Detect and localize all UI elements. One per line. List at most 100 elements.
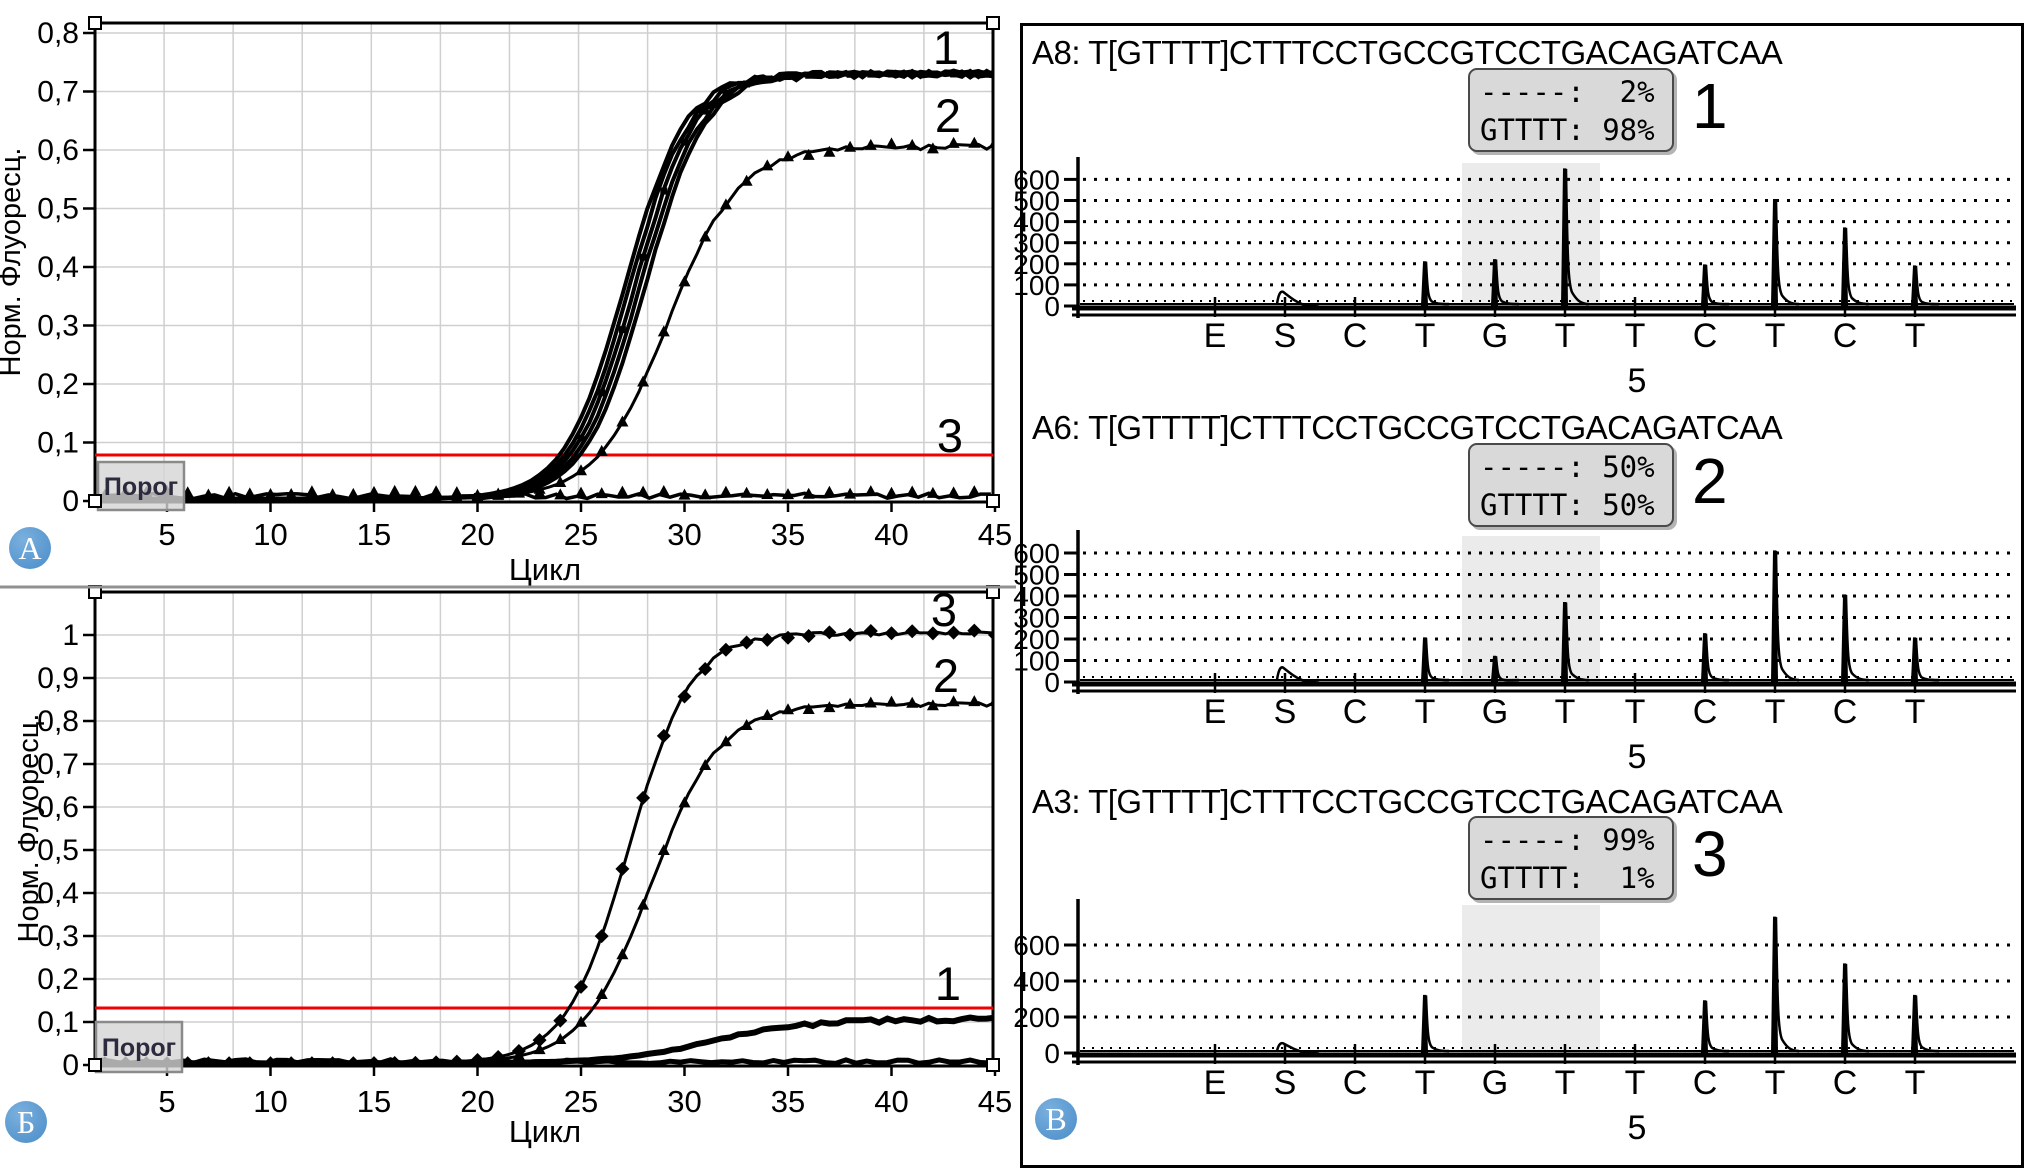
pyro-y-tick-label: 0 — [1044, 291, 1060, 322]
marker-diamond — [801, 628, 816, 643]
marker-diamond — [884, 626, 899, 641]
threshold-label[interactable]: Порог — [102, 1034, 176, 1062]
marker-square — [763, 75, 771, 83]
substrate-peak — [1275, 1041, 1320, 1054]
threshold-label-box[interactable] — [96, 460, 186, 512]
x-tick-label: 10 — [253, 1084, 287, 1119]
dispensation-letter: T — [1415, 317, 1436, 355]
peak-tail — [1844, 594, 1870, 682]
amplification-curve-1 — [100, 69, 993, 501]
y-tick-label: 0 — [62, 485, 79, 518]
y-tick-label: 0,2 — [37, 368, 79, 401]
dispensation-letter: T — [1765, 1064, 1786, 1102]
selection-handle[interactable] — [88, 494, 102, 508]
peak-tail — [1494, 656, 1520, 682]
marker-square — [929, 70, 937, 78]
marker-diamond — [594, 929, 609, 944]
allele-line-ins: GTTTT: 1% — [1480, 861, 1655, 895]
dispensation-letter: G — [1482, 317, 1508, 355]
sequence-header-a3: A3: T[GTTTT]CTTTCCTGCCGTCCTGACAGATCAA — [1032, 783, 1783, 820]
allele-frequency-box-3: -----: 99% GTTTT: 1% — [1468, 816, 1674, 900]
peak-tail — [1494, 259, 1520, 306]
marker-triangle — [823, 145, 836, 157]
marker-square — [950, 70, 958, 78]
marker-triangle — [554, 475, 567, 487]
marker-triangle — [864, 696, 877, 708]
peak-tail — [1774, 917, 1800, 1053]
curve-number-label: 1 — [933, 21, 959, 74]
marker-triangle — [885, 695, 898, 707]
y-tick-label: 1 — [62, 619, 79, 652]
selection-handle[interactable] — [88, 16, 102, 30]
dispensation-letter: C — [1343, 693, 1368, 731]
marker-triangle — [243, 487, 256, 499]
marker-triangle — [947, 695, 960, 707]
marker-triangle — [637, 485, 650, 497]
threshold-label-box[interactable] — [94, 1020, 184, 1074]
marker-triangle — [450, 486, 463, 498]
selection-handle[interactable] — [88, 1058, 102, 1072]
curve-number-label: 2 — [933, 649, 959, 702]
selection-handle[interactable] — [986, 1058, 1000, 1072]
dispensation-letter: C — [1693, 1064, 1718, 1102]
threshold-label[interactable]: Порог — [104, 473, 178, 501]
peak-tail — [1704, 1000, 1730, 1053]
dispensation-letter: C — [1833, 1064, 1858, 1102]
dispensation-letter: T — [1905, 317, 1926, 355]
marker-triangle — [305, 485, 318, 497]
curve-number-label: 2 — [935, 89, 961, 142]
marker-triangle — [657, 485, 670, 497]
dispensation-letter: S — [1274, 1064, 1297, 1102]
marker-diamond — [615, 861, 630, 876]
marker-square — [660, 187, 668, 195]
sample-number-1: 1 — [1692, 70, 1728, 142]
y-tick-label: 0,7 — [37, 748, 79, 781]
peak-tail — [1424, 637, 1450, 682]
marker-triangle — [512, 1048, 525, 1060]
marker-diamond — [636, 790, 651, 805]
panel-badge-a: А — [9, 527, 51, 569]
marker-triangle — [906, 485, 919, 497]
marker-square — [908, 70, 916, 78]
plot-border — [93, 590, 995, 1068]
x-tick-label: 30 — [667, 517, 701, 552]
amplification-curve-1 — [100, 68, 993, 501]
marker-triangle — [906, 138, 919, 150]
peak-tail — [1914, 265, 1940, 306]
allele-line-ins: GTTTT: 50% — [1480, 488, 1655, 522]
y-tick-label: 0,4 — [37, 251, 79, 284]
pyrogram-panel-frame — [1020, 23, 2024, 1168]
allele-frequency-box-1: -----: 2% GTTTT: 98% — [1468, 68, 1674, 152]
peak-tail — [1844, 227, 1870, 306]
marker-triangle — [885, 137, 898, 149]
marker-triangle — [657, 843, 670, 855]
curves — [98, 68, 993, 503]
marker-diamond — [863, 623, 878, 638]
x-axis-title: Цикл — [509, 1114, 581, 1149]
marker-triangle — [968, 136, 981, 148]
y-tick-label: 0,9 — [37, 662, 79, 695]
selection-handle[interactable] — [986, 16, 1000, 30]
marker-triangle — [533, 1043, 546, 1055]
marker-triangle — [719, 485, 732, 497]
peak-tail — [1704, 633, 1730, 682]
marker-diamond — [532, 1033, 547, 1048]
marker-square — [825, 71, 833, 79]
marker-triangle — [512, 486, 525, 498]
baseline-curve — [100, 1057, 992, 1067]
amplification-curve-1 — [100, 69, 993, 501]
x-axis-title: Цикл — [509, 552, 581, 587]
peak-tail — [1564, 168, 1590, 306]
selection-handle[interactable] — [986, 494, 1000, 508]
pyro-y-tick-label: 0 — [1044, 667, 1060, 698]
marker-diamond — [698, 662, 713, 677]
marker-triangle — [926, 486, 939, 498]
allele-line-del: -----: 50% — [1480, 450, 1655, 484]
y-tick-label: 0,5 — [37, 193, 79, 226]
curve-number-label: 3 — [931, 583, 957, 636]
marker-triangle — [678, 275, 691, 287]
marker-triangle — [947, 136, 960, 148]
marker-diamond — [656, 728, 671, 743]
marker-triangle — [926, 699, 939, 711]
